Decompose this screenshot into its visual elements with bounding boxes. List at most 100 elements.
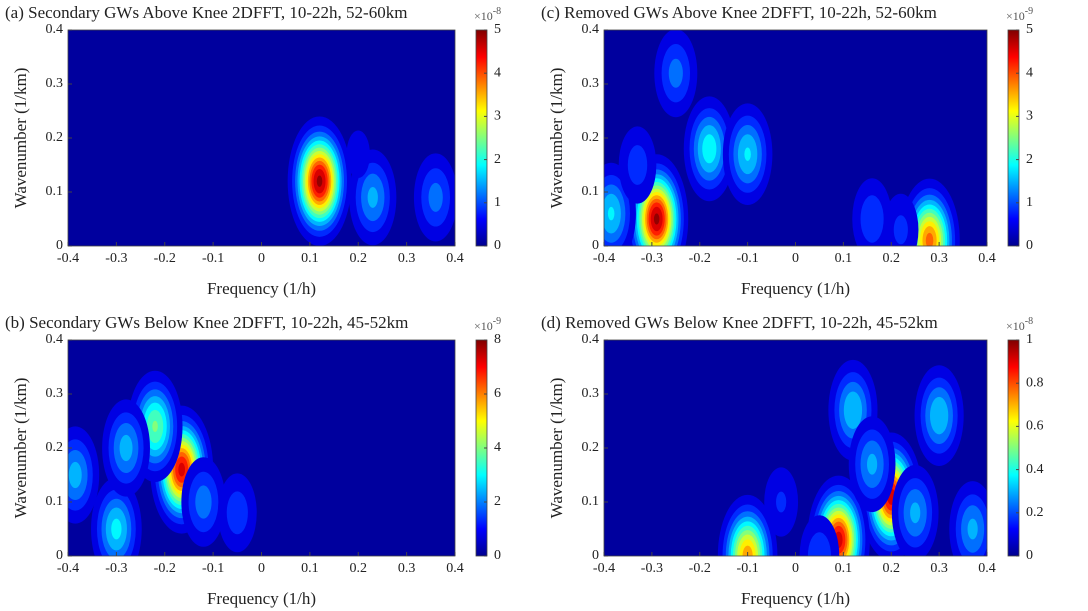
x-tick-label: -0.4	[593, 251, 615, 266]
y-tick-label: 0.4	[46, 22, 64, 37]
chart-title: (b) Secondary GWs Below Knee 2DFFT, 10-2…	[5, 313, 408, 332]
contour-field	[604, 30, 960, 246]
colorbar-scale-base: ×10	[474, 319, 493, 333]
y-tick-label: 0.1	[46, 184, 64, 199]
colorbar-tick-label: 6	[494, 386, 501, 401]
y-tick-label: 0	[592, 548, 599, 563]
x-axis-label: Frequency (1/h)	[741, 589, 850, 608]
x-tick-label: 0	[792, 251, 799, 266]
x-tick-label: -0.1	[202, 251, 224, 266]
x-tick-label: 0	[258, 251, 265, 266]
colorbar-tick-label: 4	[494, 65, 501, 80]
plot-background	[68, 30, 455, 246]
colorbar-tick-label: 2	[494, 152, 501, 167]
contour-field	[287, 116, 455, 246]
panel: -0.4 -0.3 -0.2 -0.1 0 0.1 0.2 0.3 0.4 0 0.1 0.2 0.3 0…	[541, 313, 1044, 608]
peak	[683, 96, 735, 202]
chart-title: (d) Removed GWs Below Knee 2DFFT, 10-22h…	[541, 313, 938, 332]
peak	[346, 130, 370, 178]
x-tick-label: -0.1	[737, 561, 759, 576]
colorbar	[1007, 339, 1020, 557]
x-tick-label: -0.2	[689, 251, 711, 266]
x-tick-label: 0.3	[398, 561, 416, 576]
y-tick-label: 0.3	[46, 386, 64, 401]
colorbar-tick-label: 0.2	[1026, 505, 1044, 520]
x-tick-label: -0.2	[154, 251, 176, 266]
x-tick-label: 0.4	[978, 561, 996, 576]
colorbar-scale: ×10-9	[474, 316, 501, 332]
peak	[287, 116, 352, 246]
peak	[618, 126, 657, 204]
peak	[91, 477, 142, 556]
peak	[722, 103, 773, 206]
x-tick-label: 0.4	[978, 251, 996, 266]
x-axis-label: Frequency (1/h)	[207, 589, 316, 608]
colorbar-scale-exponent: -8	[1025, 316, 1033, 327]
x-tick-label: 0.1	[301, 251, 319, 266]
peak	[217, 473, 257, 553]
colorbar-tick-label: 1	[1026, 195, 1033, 210]
peak	[102, 399, 150, 497]
peak	[891, 464, 939, 556]
peak	[799, 515, 840, 556]
y-tick-label: 0	[56, 548, 63, 563]
peak	[413, 153, 455, 242]
colorbar-tick-label: 0.4	[1026, 462, 1044, 477]
y-tick-label: 0.1	[582, 494, 600, 509]
peak	[68, 426, 100, 524]
colorbar	[475, 29, 488, 247]
peak	[899, 178, 960, 246]
colorbar-scale-base: ×10	[1006, 9, 1025, 23]
colorbar-scale: ×10-8	[1006, 316, 1033, 332]
x-tick-label: 0.1	[835, 251, 853, 266]
x-tick-label: -0.4	[593, 561, 615, 576]
x-tick-label: 0	[258, 561, 265, 576]
x-tick-label: 0.2	[883, 561, 901, 576]
x-tick-label: -0.3	[105, 561, 127, 576]
peak	[764, 467, 799, 537]
contour-field	[717, 359, 987, 556]
colorbar-scale-exponent: -9	[1025, 6, 1033, 17]
colorbar-tick-label: 3	[494, 109, 501, 124]
colorbar-scale: ×10-8	[474, 6, 501, 22]
x-tick-label: 0.1	[835, 561, 853, 576]
colorbar-tick-label: 2	[494, 494, 501, 509]
y-axis-label: Wavenumber (1/km)	[547, 378, 566, 519]
colorbar-tick-label: 2	[1026, 152, 1033, 167]
colorbar-tick-label: 0	[494, 238, 501, 253]
panel: -0.4 -0.3 -0.2 -0.1 0 0.1 0.2 0.3 0.4 0 0.1 0.2 0.3 0…	[541, 3, 1033, 298]
y-tick-label: 0.4	[582, 22, 600, 37]
y-tick-label: 0.1	[46, 494, 64, 509]
y-tick-label: 0.2	[582, 440, 600, 455]
colorbar-tick-label: 0.8	[1026, 375, 1044, 390]
x-tick-label: -0.2	[689, 561, 711, 576]
y-tick-label: 0.4	[582, 332, 600, 347]
x-tick-label: 0.4	[446, 251, 464, 266]
colorbar-scale-base: ×10	[474, 9, 493, 23]
y-tick-label: 0	[56, 238, 63, 253]
colorbar-tick-label: 3	[1026, 109, 1033, 124]
y-axis-label: Wavenumber (1/km)	[11, 68, 30, 209]
x-tick-label: -0.1	[737, 251, 759, 266]
x-tick-label: 0.3	[930, 561, 948, 576]
y-tick-label: 0.1	[582, 184, 600, 199]
peak	[852, 178, 892, 246]
colorbar-scale-exponent: -9	[493, 316, 501, 327]
chart-title: (c) Removed GWs Above Knee 2DFFT, 10-22h…	[541, 3, 937, 22]
y-tick-label: 0.3	[582, 386, 600, 401]
x-tick-label: -0.3	[641, 561, 663, 576]
x-tick-label: -0.3	[641, 251, 663, 266]
peak	[654, 30, 698, 118]
colorbar-tick-label: 8	[494, 332, 501, 347]
peak	[914, 365, 964, 466]
peak	[717, 494, 778, 556]
colorbar-tick-label: 4	[1026, 65, 1033, 80]
x-tick-label: 0.2	[883, 251, 901, 266]
panel: -0.4 -0.3 -0.2 -0.1 0 0.1 0.2 0.3 0.4 0 0.1 0.2 0.3 0…	[5, 313, 501, 608]
colorbar-scale-exponent: -8	[493, 6, 501, 17]
y-tick-label: 0.3	[46, 76, 64, 91]
x-tick-label: -0.2	[154, 561, 176, 576]
x-tick-label: 0.3	[398, 251, 416, 266]
x-tick-label: 0.2	[350, 561, 368, 576]
